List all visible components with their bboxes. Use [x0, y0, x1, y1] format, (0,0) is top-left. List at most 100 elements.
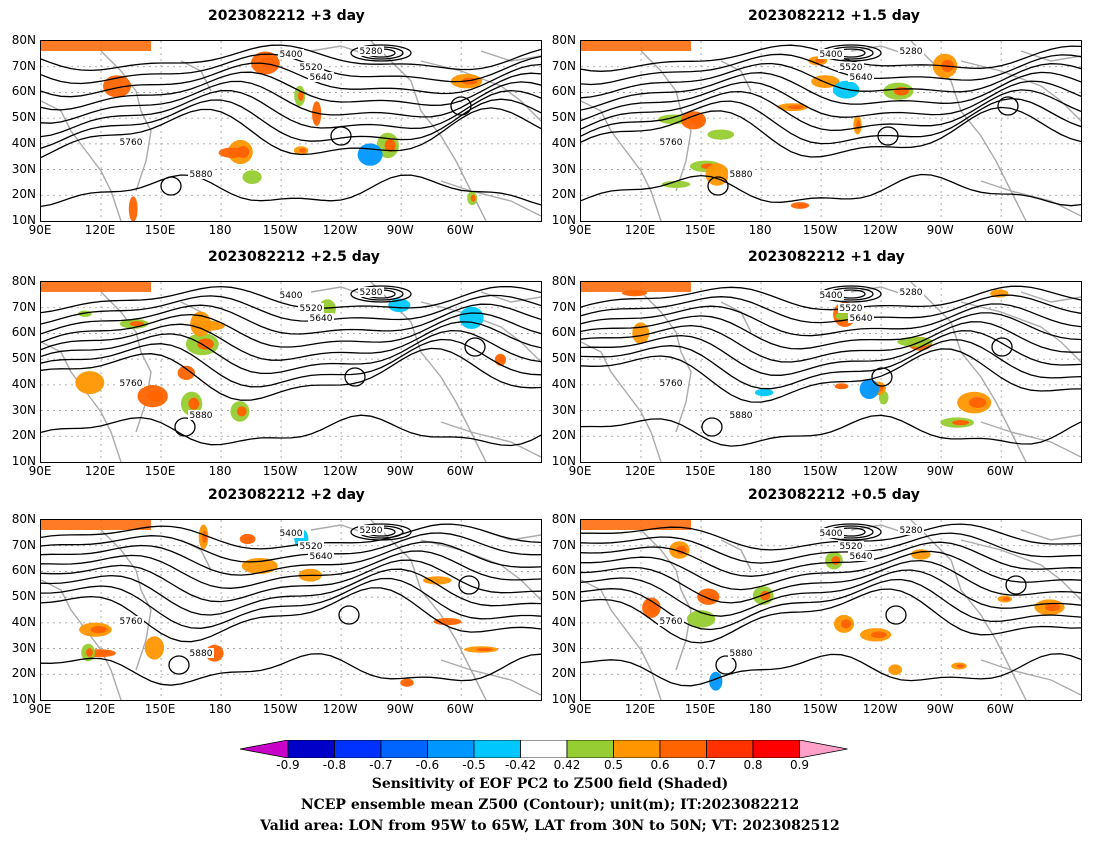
contour-label-bg — [278, 528, 304, 538]
z500-closed-contour — [458, 575, 480, 595]
z500-contour — [41, 587, 541, 643]
positive-sensitivity-shading — [86, 648, 93, 657]
z500-contour — [581, 348, 1081, 403]
positive-sensitivity-shading — [242, 170, 262, 185]
contour-label-bg — [728, 169, 754, 179]
colorbar-tick-label: 0.5 — [603, 758, 624, 772]
lon-tick-label: 120W — [862, 464, 898, 478]
z500-contour — [581, 550, 1081, 591]
lat-tick-label: 30N — [551, 161, 576, 176]
lon-tick-label: 150E — [144, 223, 176, 237]
contour-label: 5880 — [190, 411, 213, 421]
z500-contour — [581, 62, 1081, 99]
lat-tick-label: 60N — [551, 84, 576, 99]
positive-sensitivity-shading — [648, 602, 658, 613]
positive-sensitivity-shading — [422, 576, 452, 585]
coastline — [100, 529, 152, 671]
lat-tick-label: 60N — [551, 563, 576, 578]
lon-tick-label: 150E — [144, 464, 176, 478]
contour-label: 5640 — [850, 552, 873, 562]
lat-tick-label: 30N — [551, 402, 576, 417]
z500-contour — [41, 174, 541, 208]
coastline — [960, 301, 1081, 363]
lat-tick-label: 70N — [551, 537, 576, 552]
z500-closed-contour — [1005, 575, 1027, 595]
positive-sensitivity-shading — [476, 647, 494, 652]
contour-label-bg — [898, 46, 924, 56]
lat-tick-label: 20N — [11, 428, 36, 443]
z500-contour — [581, 339, 1081, 390]
colorbar-segment — [659, 740, 707, 758]
z500-contour — [41, 98, 541, 149]
colorbar-tick-label: -0.5 — [462, 758, 486, 772]
lon-tick-label: 120W — [862, 223, 898, 237]
contour-label-bg — [848, 313, 874, 323]
contour-label-bg — [818, 290, 844, 300]
lat-tick-label: 40N — [551, 376, 576, 391]
z500-contour — [41, 285, 541, 314]
contour-label: 5280 — [900, 288, 923, 298]
z500-closed-contour — [715, 655, 737, 675]
positive-sensitivity-shading — [241, 558, 278, 574]
lat-tick-label: 60N — [11, 325, 36, 340]
contour-label-bg — [298, 62, 324, 72]
lon-tick-label: 90E — [568, 702, 592, 716]
negative-sensitivity-shading — [754, 388, 774, 397]
positive-sensitivity-shading — [630, 291, 644, 295]
coastline — [1020, 291, 1081, 303]
contour-label-bg — [118, 137, 144, 147]
lat-tick-label: 80N — [11, 512, 36, 526]
contour-label-bg — [848, 551, 874, 561]
lat-tick-label: 80N — [11, 33, 36, 47]
z500-closed-contour — [991, 337, 1013, 357]
coastline — [581, 579, 662, 700]
colorbar-segment — [240, 740, 289, 758]
lon-tick-label: 60W — [446, 223, 474, 237]
positive-sensitivity-shading — [129, 321, 145, 327]
z500-contour — [41, 80, 541, 124]
caption-line-3: Valid area: LON from 95W to 65W, LAT fro… — [260, 818, 840, 834]
contour-label: 5520 — [300, 304, 323, 314]
lat-tick-label: 50N — [551, 351, 576, 366]
colorbar-tick-label: 0.7 — [696, 758, 717, 772]
lat-tick-label: 80N — [11, 274, 36, 288]
colorbar-segment — [752, 740, 800, 758]
lon-tick-label: 60W — [446, 464, 474, 478]
contour-label: 5280 — [900, 526, 923, 536]
lon-tick-label: 150E — [684, 702, 716, 716]
positive-sensitivity-shading — [498, 356, 505, 363]
contour-label-bg — [118, 616, 144, 626]
lat-tick-label: 10N — [11, 213, 36, 227]
contour-label-bg — [188, 410, 214, 420]
lat-tick-label: 60N — [551, 325, 576, 340]
z500-contour — [41, 303, 541, 335]
coastline — [640, 50, 692, 192]
contour-label: 5280 — [900, 47, 923, 57]
positive-sensitivity-shading — [661, 180, 691, 188]
positive-sensitivity-shading — [177, 365, 195, 380]
panel-title: 2023082212 +3 day — [208, 8, 365, 24]
lat-tick-label: 30N — [11, 161, 36, 176]
lat-tick-label: 30N — [11, 640, 36, 655]
contour-label-bg — [658, 616, 684, 626]
lat-tick-label: 60N — [11, 84, 36, 99]
negative-sensitivity-shading — [459, 306, 484, 329]
coastline — [581, 341, 662, 462]
positive-sensitivity-shading — [956, 664, 965, 668]
z500-contour — [41, 568, 541, 616]
positive-sensitivity-shading — [581, 41, 691, 51]
z500-closed-contour — [877, 126, 899, 146]
lat-tick-label: 70N — [551, 299, 576, 314]
contour-label: 5520 — [840, 542, 863, 552]
positive-sensitivity-shading — [676, 545, 687, 555]
colorbar-tick-label: -0.6 — [415, 758, 440, 772]
z500-closed-contour — [330, 126, 352, 146]
lon-tick-label: 150W — [802, 464, 838, 478]
lat-tick-label: 20N — [551, 187, 576, 202]
contour-label: 5880 — [730, 649, 753, 659]
z500-closed-contour — [174, 417, 196, 437]
contour-label-bg — [358, 525, 384, 535]
colorbar-segment — [613, 740, 661, 758]
